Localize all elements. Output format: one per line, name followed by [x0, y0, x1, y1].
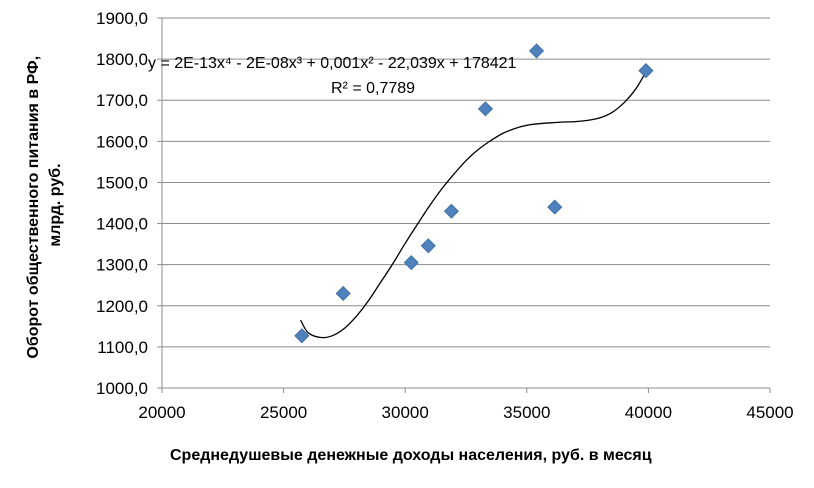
- y-tick-labels: 1000,0 1100,0 1200,0 1300,0 1400,0 1500,0 1600…: [96, 9, 162, 398]
- axes: [161, 18, 770, 389]
- y-tick-label: 1300,0: [96, 256, 148, 275]
- gridlines: [162, 17, 770, 348]
- data-point: [638, 63, 654, 79]
- data-points: [294, 43, 654, 344]
- data-point: [403, 255, 419, 271]
- r-squared-label: R² = 0,7789: [331, 80, 415, 97]
- data-point: [335, 285, 351, 302]
- data-point: [420, 238, 436, 254]
- y-tick-label: 1700,0: [96, 91, 148, 110]
- data-point: [294, 328, 310, 344]
- y-tick-label: 1900,0: [96, 9, 148, 28]
- y-axis-title-line1: Оборот общественного питания в РФ,: [25, 56, 42, 359]
- data-point: [477, 101, 494, 117]
- data-point: [528, 43, 545, 59]
- x-tick-label: 20000: [138, 403, 185, 422]
- x-tick-labels: 20000 25000 30000 35000 40000 45000: [138, 388, 794, 422]
- x-tick-label: 40000: [625, 403, 672, 422]
- x-tick-label: 35000: [503, 403, 550, 422]
- y-tick-label: 1100,0: [97, 338, 148, 357]
- trendline-curve: [300, 69, 648, 339]
- y-axis-title: Оборот общественного питания в РФ, млрд.…: [25, 51, 64, 358]
- x-tick-label: 30000: [382, 403, 429, 422]
- y-tick-label: 1800,0: [96, 50, 148, 69]
- x-tick-label: 25000: [260, 403, 307, 422]
- x-tick-label: 45000: [746, 403, 793, 422]
- trendline-equation: y = 2E-13x⁴ - 2E-08x³ + 0,001x² - 22,039…: [148, 55, 517, 72]
- data-point: [547, 199, 563, 215]
- y-tick-label: 1000,0: [96, 379, 148, 398]
- x-axis-title: Среднедушевые денежные доходы населения,…: [170, 447, 652, 464]
- y-tick-label: 1600,0: [96, 132, 148, 151]
- y-tick-label: 1200,0: [96, 297, 148, 316]
- y-axis-title-line2: млрд. руб.: [47, 163, 64, 246]
- data-point: [443, 203, 459, 219]
- y-tick-label: 1400,0: [96, 215, 148, 234]
- y-tick-label: 1500,0: [96, 173, 148, 192]
